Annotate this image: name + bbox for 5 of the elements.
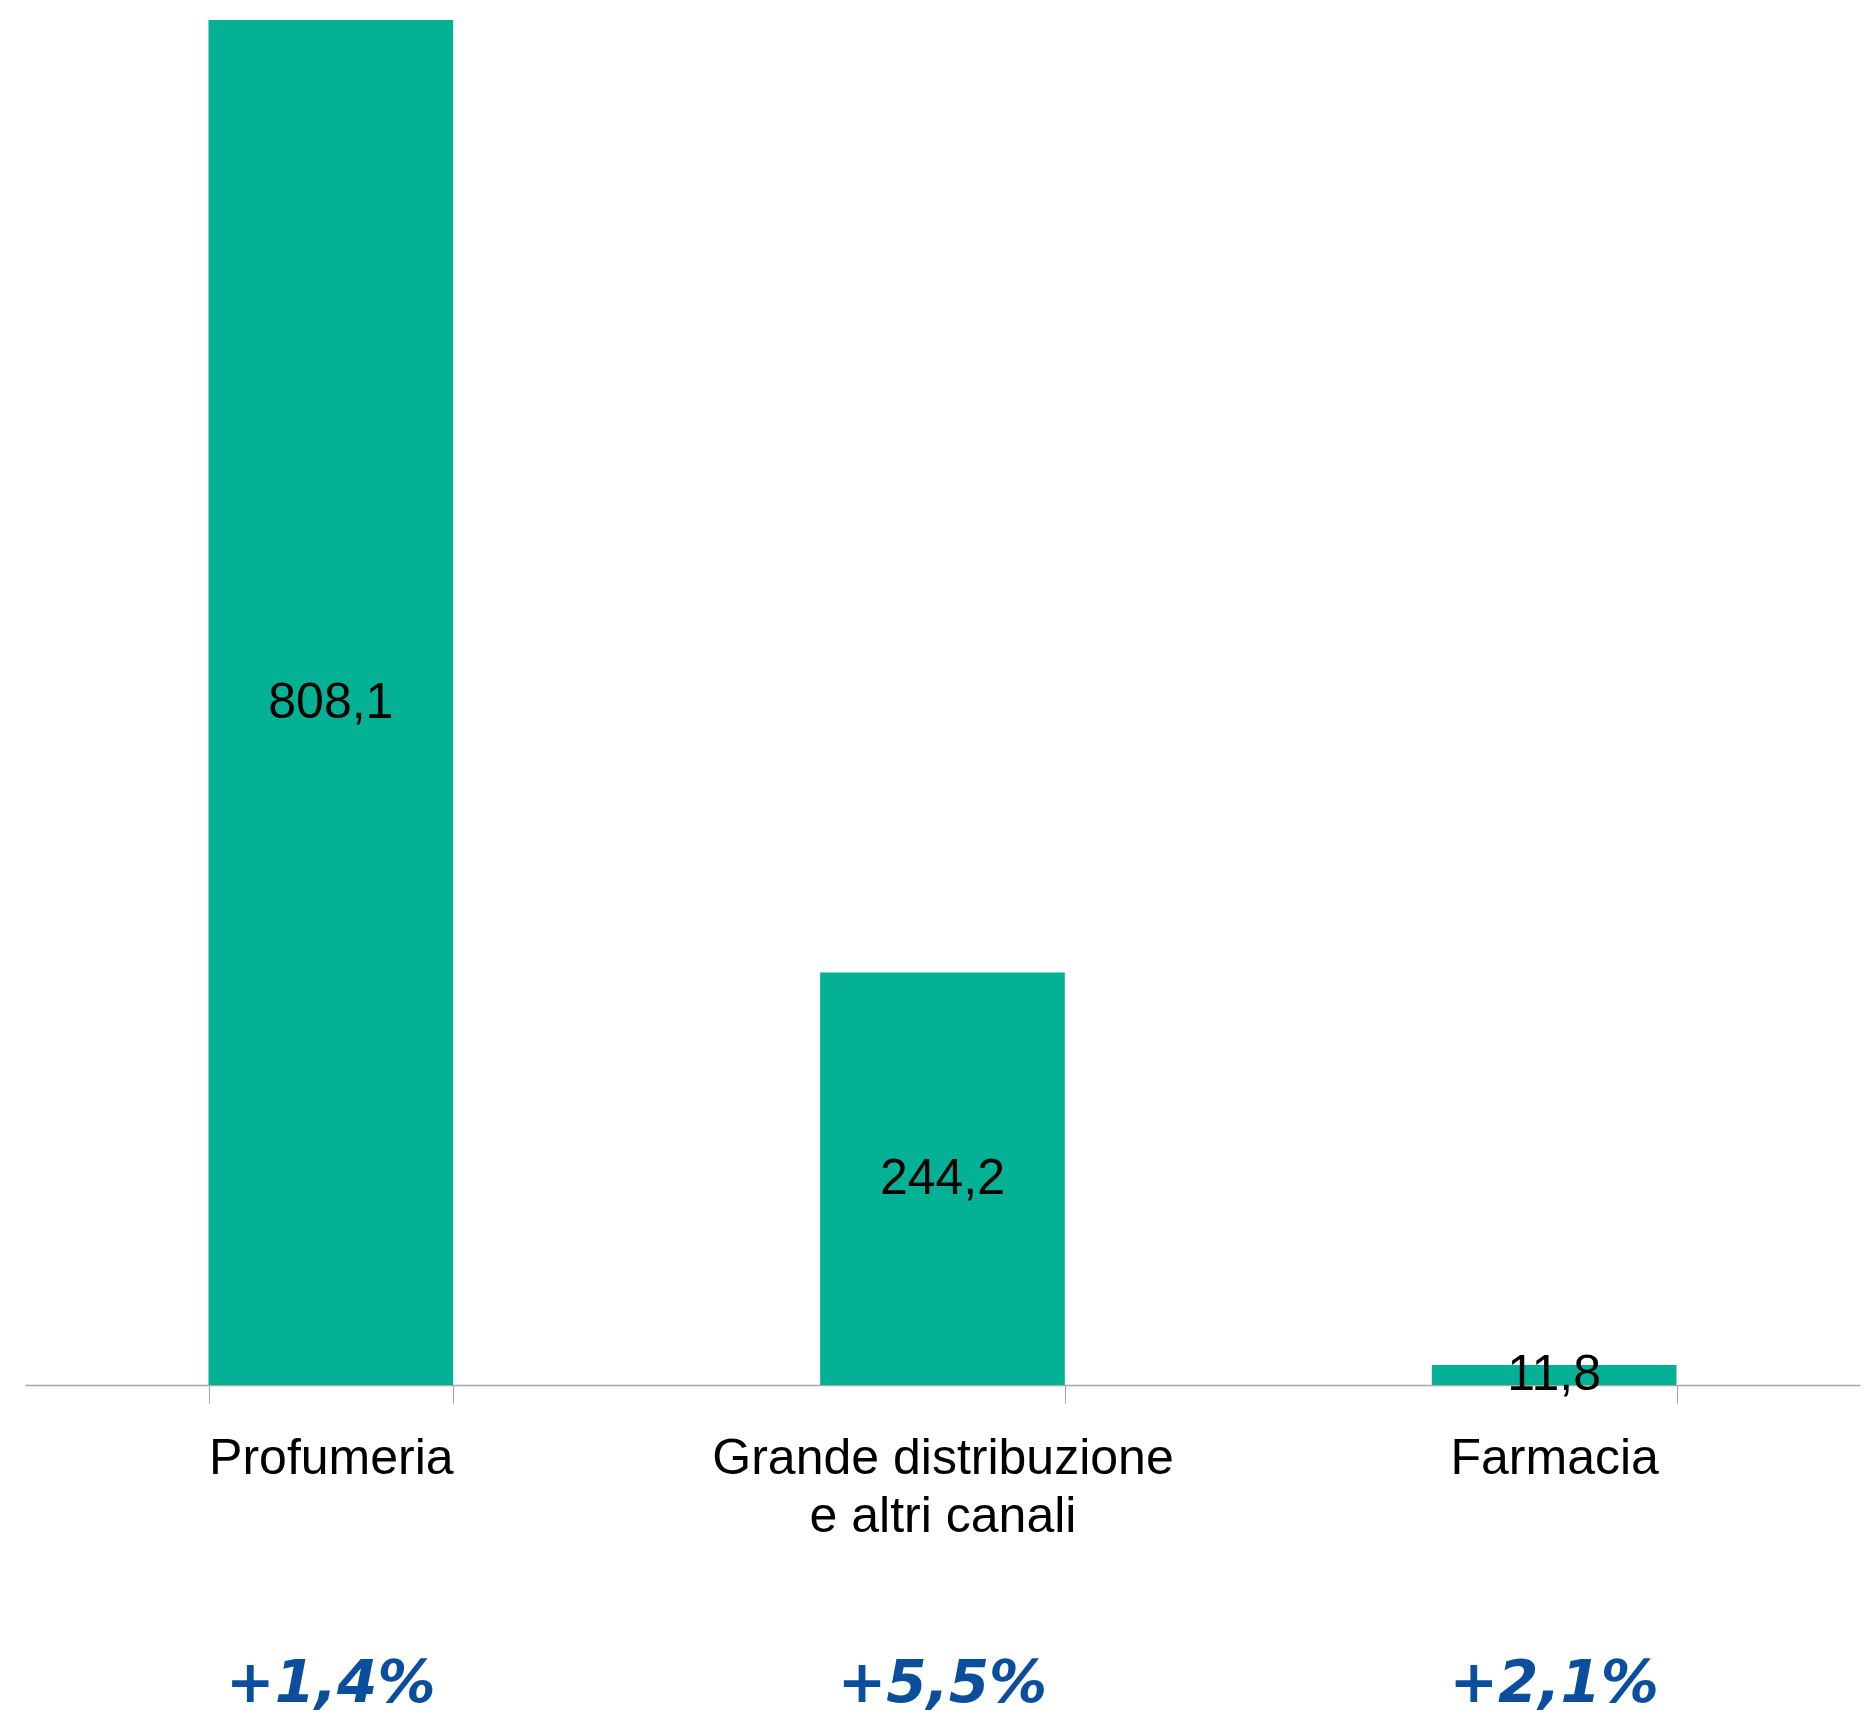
data-label: 244,2 (879, 1148, 1006, 1205)
x-tick-label: Grande distribuzione e altri canali (712, 1428, 1174, 1543)
x-tick-label: Farmacia (1450, 1428, 1660, 1485)
data-label: 808,1 (268, 672, 394, 729)
x-tick-label: Profumeria (209, 1428, 454, 1485)
